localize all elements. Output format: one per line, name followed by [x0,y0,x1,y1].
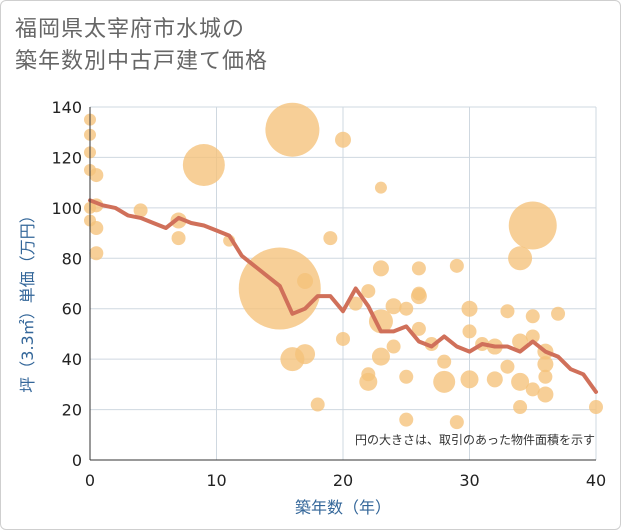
data-point [460,370,479,389]
data-point [335,131,351,148]
data-point [385,298,402,315]
chart-title-line1: 福岡県太宰府市水城の [15,17,246,42]
x-axis-label: 築年数（年） [295,498,391,517]
size-note: 円の大きさは、取引のあった物件面積を示す [355,432,595,447]
data-point [182,143,225,186]
data-point [89,246,104,261]
data-point [399,301,414,316]
data-point [323,231,338,246]
data-point [500,359,515,374]
bubble-series [84,102,603,430]
x-tick-label: 10 [206,471,226,490]
y-axis-label: 坪（3.3㎡）単価（万円） [18,207,37,392]
y-tick-label: 40 [62,350,82,369]
data-point [265,102,320,157]
tick-labels: 0 20 40 60 80 100 120 140 0 10 20 30 40 [51,98,606,490]
data-point [537,386,554,403]
data-point [589,400,603,415]
data-point [171,231,186,246]
data-point [513,400,528,415]
data-point [386,339,401,354]
data-point [399,412,414,427]
data-point [551,306,566,321]
data-point [399,369,414,384]
y-tick-label: 140 [51,98,82,117]
y-tick-label: 80 [62,249,82,268]
data-point [508,246,533,271]
data-point [512,333,529,350]
x-tick-label: 20 [333,471,353,490]
data-point [449,258,464,273]
data-point [336,331,350,346]
data-point [133,203,148,218]
data-point [449,415,464,430]
data-point [461,300,478,317]
data-point [525,382,540,397]
data-point [89,168,104,183]
data-point [371,347,390,366]
trend-line-layer [88,198,598,394]
data-point [433,370,456,393]
data-point [538,369,553,384]
data-point [359,372,378,391]
data-point [486,371,503,388]
data-point [372,260,389,277]
chart-title: 福岡県太宰府市水城の 築年数別中古戸建て価格 [15,14,268,78]
data-point [295,344,316,365]
axes [89,107,596,461]
data-point [462,324,477,339]
data-point [500,304,515,319]
y-tick-label: 120 [51,148,82,167]
data-point [411,261,426,276]
data-point [511,372,530,391]
y-tick-label: 100 [51,199,82,218]
data-point [410,288,427,305]
x-tick-label: 30 [459,471,479,490]
y-tick-label: 60 [62,300,82,319]
x-tick-label: 40 [586,471,606,490]
data-point [411,321,426,336]
chart-title-line2: 築年数別中古戸建て価格 [15,49,269,74]
data-point [297,272,314,289]
data-point [437,354,452,369]
data-point [374,181,387,194]
y-tick-label: 0 [72,451,82,470]
data-point [525,309,540,324]
y-tick-label: 20 [62,401,82,420]
trend-line [88,198,598,394]
data-point [361,284,376,299]
data-point [89,221,104,236]
data-point [310,397,325,412]
data-point [525,329,540,344]
data-point [537,356,554,373]
x-tick-label: 0 [85,471,95,490]
data-point [508,201,557,250]
data-point [348,296,363,311]
